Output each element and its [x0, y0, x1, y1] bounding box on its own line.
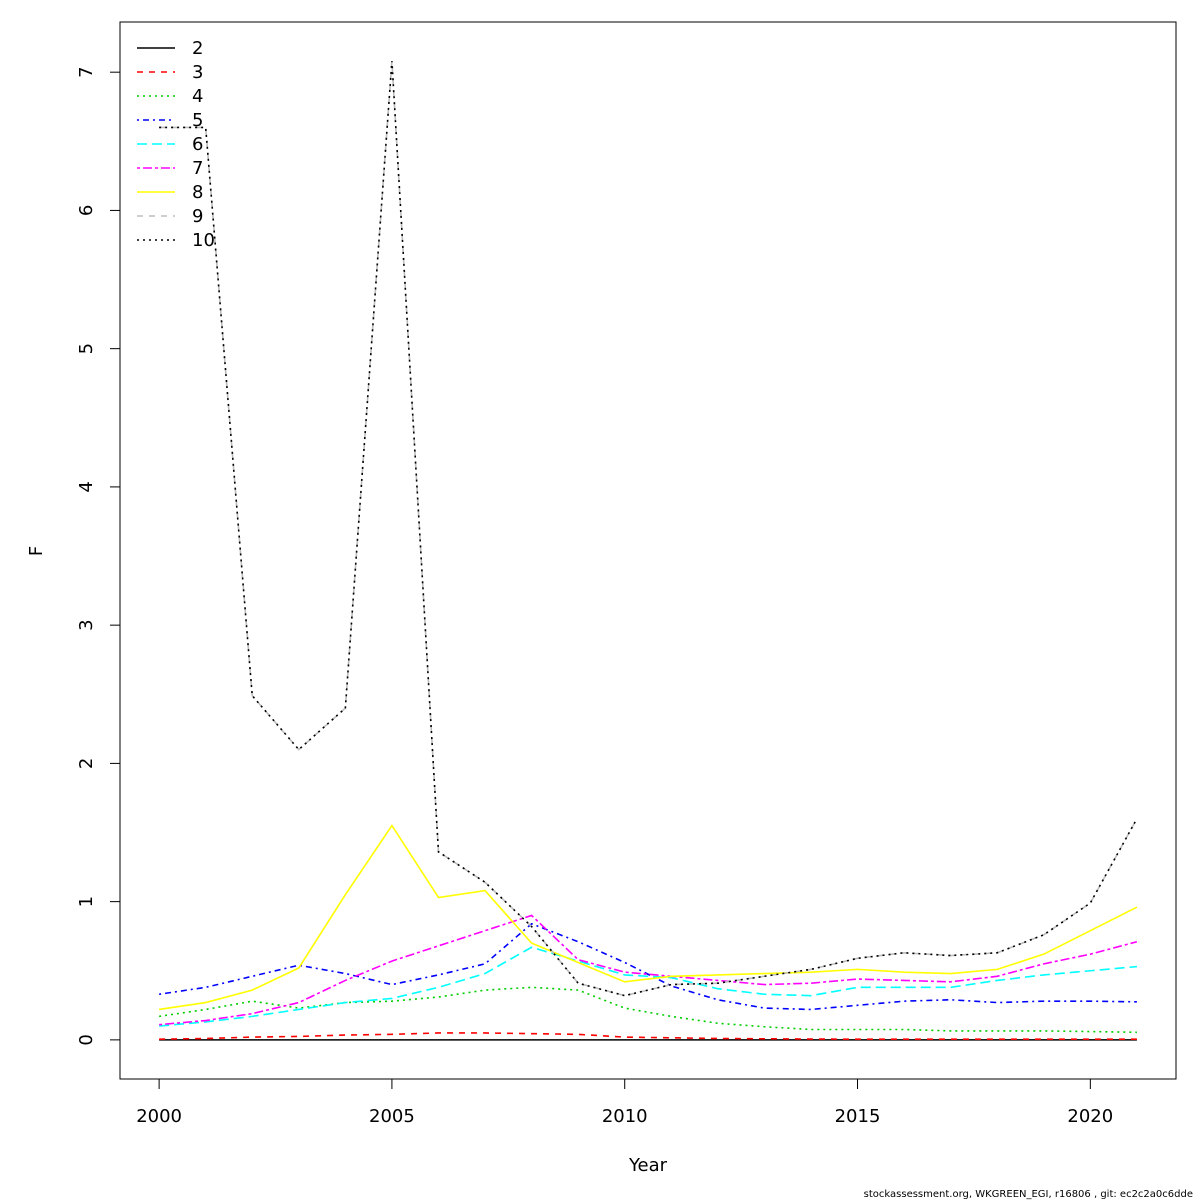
y-tick-label: 6	[76, 205, 97, 216]
legend-label: 8	[192, 182, 203, 203]
x-tick-label: 2000	[136, 1106, 182, 1127]
legend-label: 6	[192, 134, 203, 155]
plot-frame	[119, 21, 1177, 1080]
footer: stockassessment.org, WKGREEN_EGI, r16806…	[864, 1189, 1193, 1200]
y-tick-label: 4	[76, 481, 97, 492]
y-tick-label: 2	[76, 758, 97, 769]
series-line	[159, 1032, 1137, 1040]
x-tick-label: 2020	[1067, 1106, 1113, 1127]
x-tick-label: 2015	[835, 1106, 881, 1127]
series-line	[158, 824, 1138, 1011]
y-tick-label: 7	[76, 66, 97, 77]
legend-label: 2	[192, 38, 203, 59]
y-tick-label: 0	[76, 1034, 97, 1045]
legend-label: 10	[192, 230, 215, 251]
x-axis-label: Year	[628, 1155, 668, 1176]
series-line	[158, 986, 1137, 1034]
legend-label: 3	[192, 62, 203, 83]
y-tick-label: 3	[76, 619, 97, 630]
series-line	[159, 61, 1138, 997]
legend-label: 7	[192, 158, 203, 179]
y-axis-label: F	[26, 546, 47, 556]
y-tick-label: 5	[76, 343, 97, 354]
series-line	[159, 946, 1137, 1027]
legend-label: 5	[192, 110, 203, 131]
series-line	[158, 922, 1137, 1011]
legend-label: 4	[192, 86, 203, 107]
x-tick-label: 2005	[369, 1106, 415, 1127]
series-line	[159, 914, 1138, 1026]
legend-label: 9	[192, 206, 203, 227]
y-tick-label: 1	[76, 896, 97, 907]
x-tick-label: 2010	[602, 1106, 648, 1127]
series-line	[159, 61, 1138, 997]
